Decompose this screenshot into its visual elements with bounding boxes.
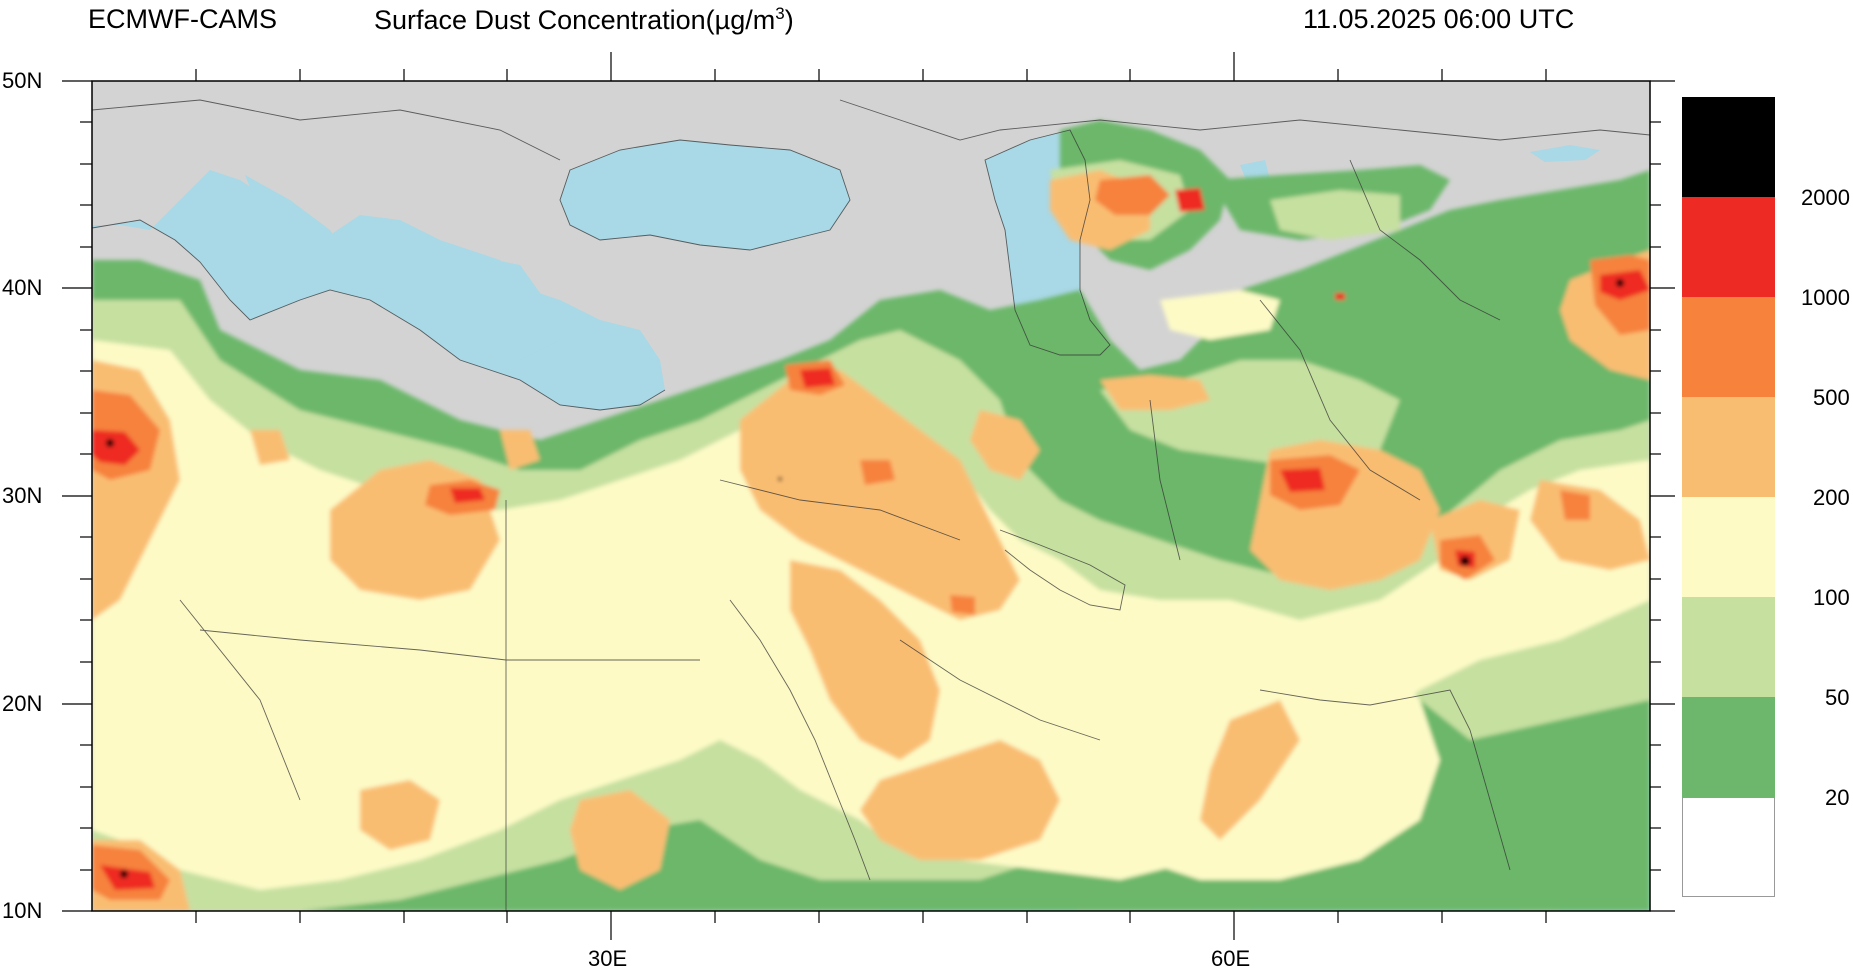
colorbar-label-50: 50 <box>1825 685 1850 710</box>
colorbar-swatch-1000-2000 <box>1682 197 1775 297</box>
borders <box>92 99 1650 911</box>
lat-label-20n: 20N <box>2 691 43 716</box>
colorbar-swatch-under-20 <box>1682 797 1775 897</box>
colorbar-label-500: 500 <box>1813 385 1850 410</box>
variable-title: Surface Dust Concentration(µg/m3) <box>374 4 794 36</box>
lon-label-60e: 60E <box>1211 946 1251 971</box>
colorbar-swatch-500-1000 <box>1682 297 1775 397</box>
map-area <box>92 81 1650 911</box>
colorbar-label-100: 100 <box>1813 585 1850 610</box>
variable-close: ) <box>784 5 794 35</box>
lat-label-50n: 50N <box>2 68 43 93</box>
model-title: ECMWF-CAMS <box>88 4 277 34</box>
band-1000-2000 <box>92 188 1650 890</box>
band-500-1000 <box>92 175 1650 900</box>
colorbar-label-1000: 1000 <box>1801 285 1850 310</box>
colorbar-swatch-50-100 <box>1682 597 1775 697</box>
adriatic-sea <box>245 175 345 255</box>
valid-time: 11.05.2025 06:00 UTC <box>1303 4 1575 34</box>
colorbar-swatch-20-50 <box>1682 697 1775 797</box>
lat-label-30n: 30N <box>2 483 43 508</box>
lake-balkhash <box>1530 145 1600 162</box>
colorbar-label-200: 200 <box>1813 485 1850 510</box>
lat-label-10n: 10N <box>2 898 43 923</box>
variable-text: Surface Dust Concentration(µg/m <box>374 5 776 35</box>
lon-label-30e: 30E <box>588 946 628 971</box>
variable-unit-superscript: 3 <box>775 4 785 23</box>
black-sea <box>560 140 850 250</box>
colorbar-label-20: 20 <box>1825 785 1850 810</box>
tick-marks <box>62 52 1675 940</box>
lat-label-40n: 40N <box>2 275 43 300</box>
aegean-sea <box>460 255 560 360</box>
colorbar-swatch-100-200 <box>1682 497 1775 597</box>
colorbar-label-2000: 2000 <box>1801 185 1850 210</box>
band-over-2000 <box>106 279 1624 878</box>
colorbar-swatch-over-2000 <box>1682 97 1775 197</box>
colorbar-swatch-200-500 <box>1682 397 1775 497</box>
dust-field <box>92 120 1650 911</box>
